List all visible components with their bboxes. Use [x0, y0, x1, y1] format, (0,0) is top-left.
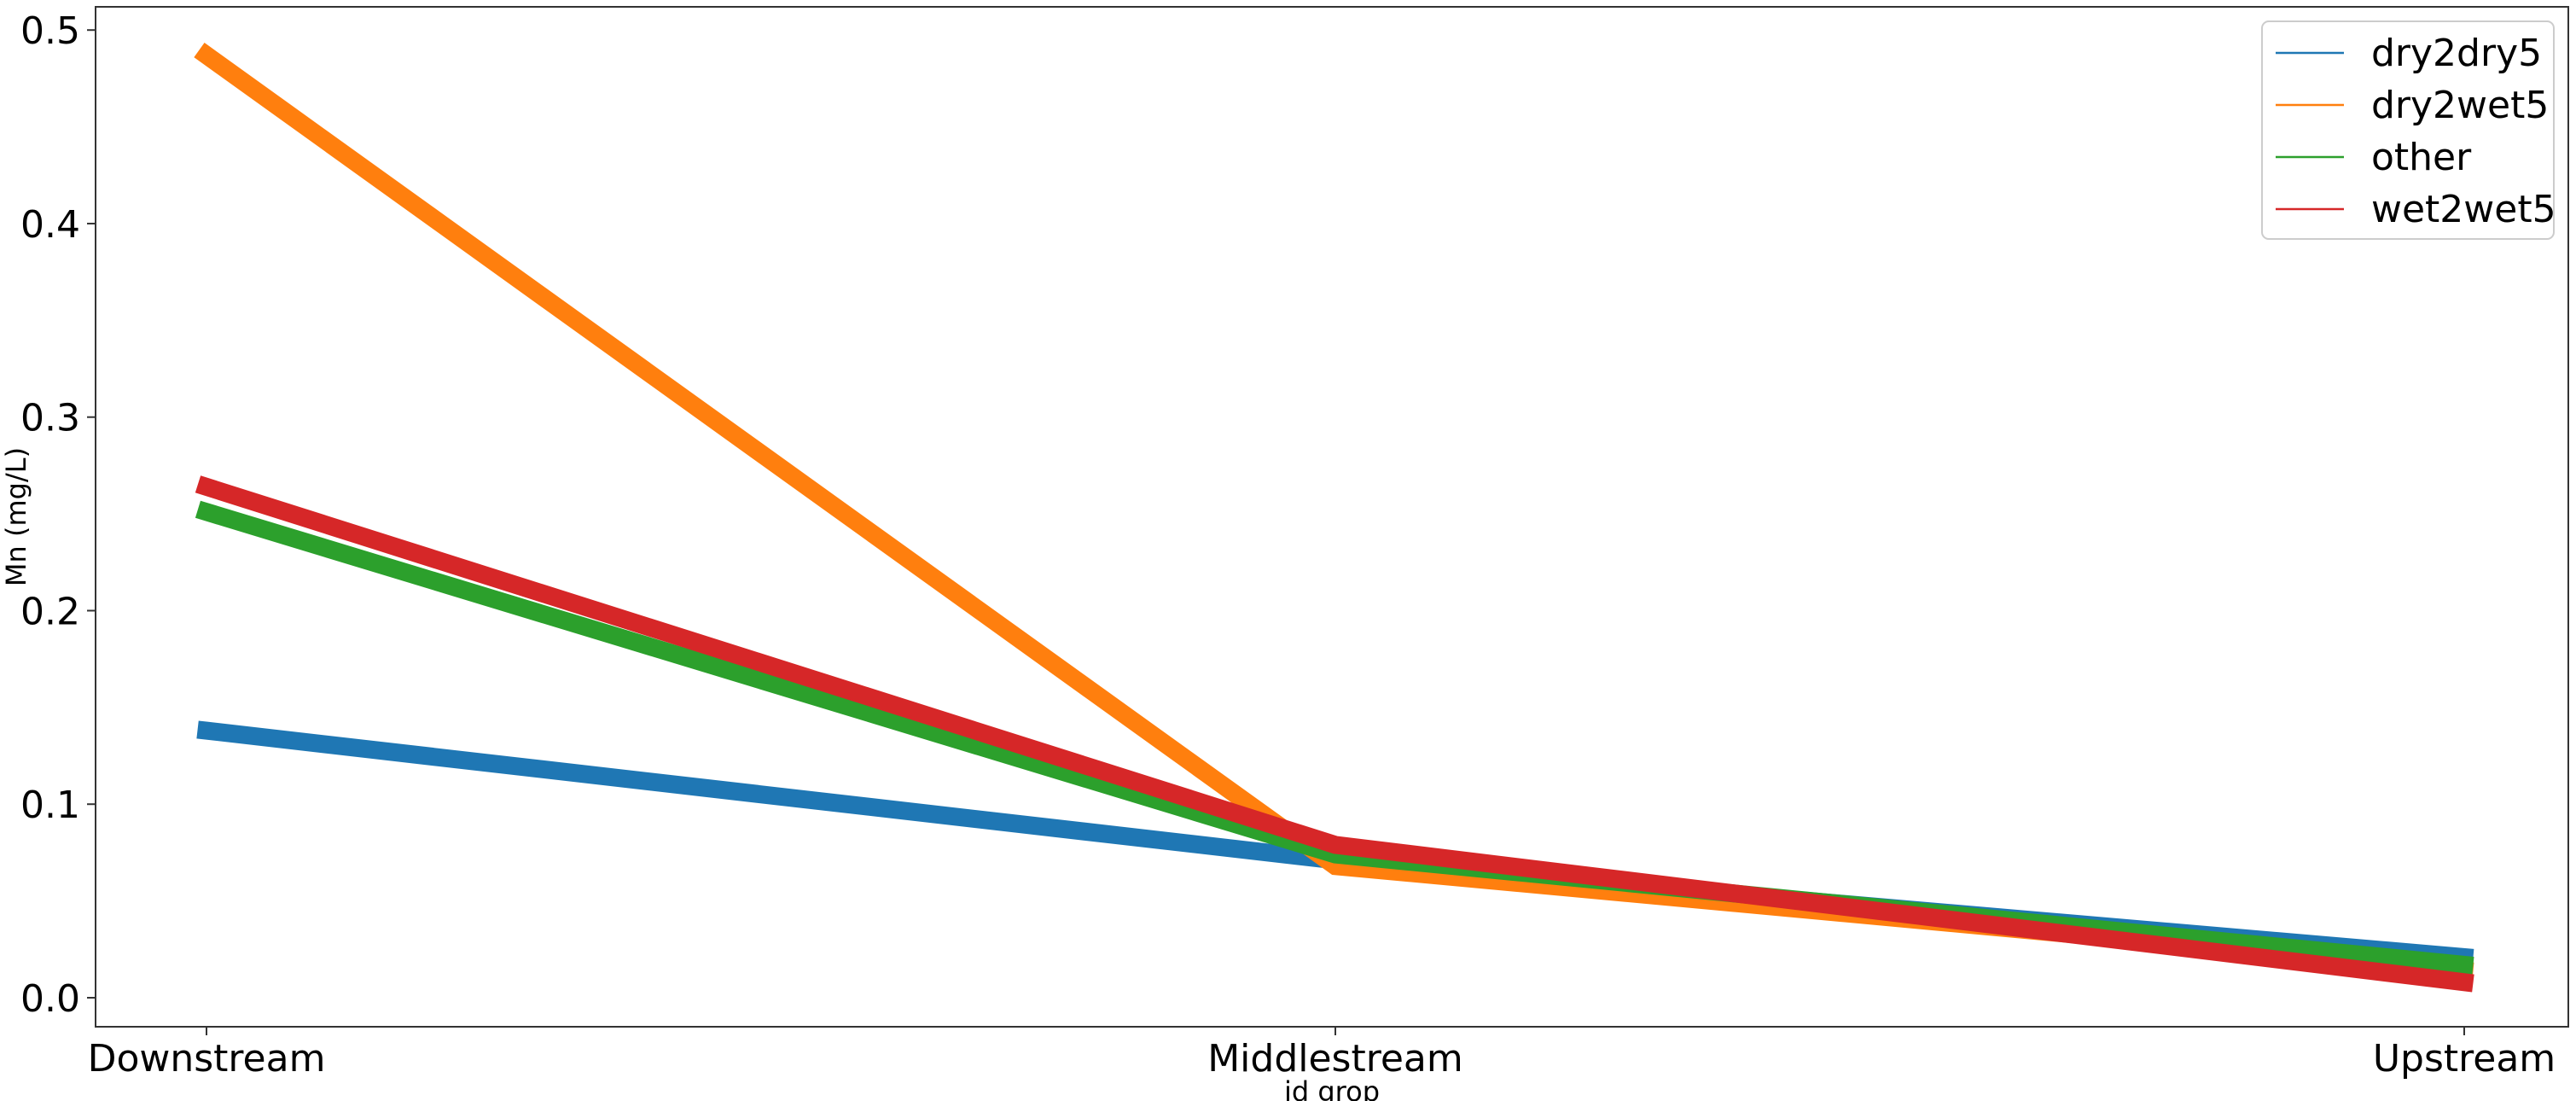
legend-label-dry2dry5: dry2dry5: [2371, 32, 2542, 75]
y-tick-label: 0.2: [20, 590, 80, 633]
y-tick-label: 0.4: [20, 203, 80, 247]
legend-box: [2261, 20, 2555, 240]
legend-label-other: other: [2371, 136, 2472, 179]
series-line-wet2wet5: [195, 475, 2474, 993]
y-tick-label: 0.5: [20, 9, 80, 53]
x-axis: Downstream Middlestream Upstream: [88, 1027, 2556, 1081]
y-tick-label: 0.3: [20, 397, 80, 440]
y-tick-label: 0.0: [20, 977, 80, 1021]
y-axis-label: Mn (mg/L): [0, 447, 32, 586]
x-tick-label: Downstream: [88, 1037, 326, 1081]
legend-label-wet2wet5: wet2wet5: [2371, 188, 2556, 231]
x-tick-label: Upstream: [2373, 1037, 2556, 1081]
x-tick-label: Middlestream: [1207, 1037, 1463, 1081]
y-axis: 0.0 0.1 0.2 0.3 0.4 0.5: [20, 9, 96, 1021]
x-axis-label: id grop: [1284, 1075, 1380, 1101]
legend: dry2dry5 dry2wet5 other wet2wet5: [2261, 20, 2556, 240]
series-layer: [194, 43, 2474, 993]
y-tick-label: 0.1: [20, 784, 80, 827]
plot-frame: [95, 6, 2569, 1028]
legend-label-dry2wet5: dry2wet5: [2371, 84, 2549, 127]
